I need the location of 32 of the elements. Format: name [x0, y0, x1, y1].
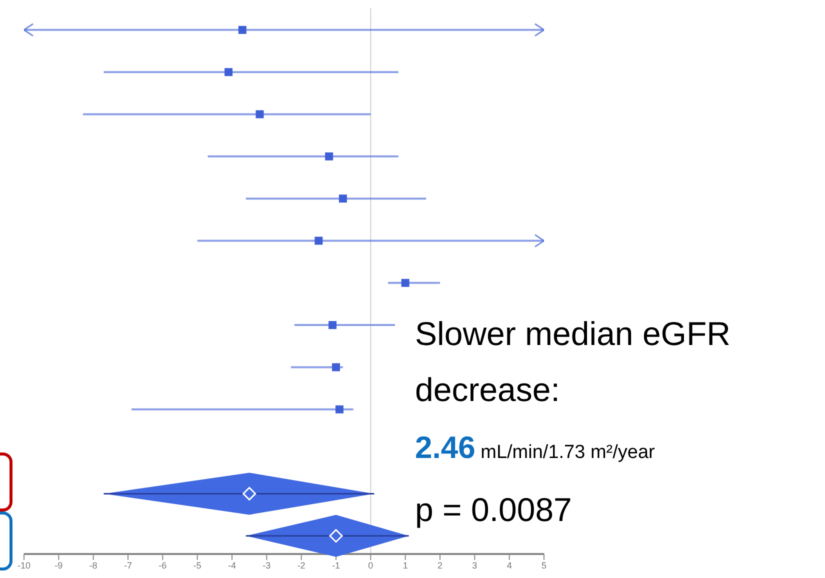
- point: [401, 278, 410, 287]
- point: [224, 68, 233, 76]
- x-tick-label: 3: [472, 560, 478, 570]
- x-tick-label: 5: [541, 560, 547, 570]
- x-tick-label: 1: [402, 560, 408, 570]
- x-tick-label: 2: [437, 560, 443, 570]
- x-tick-label: -7: [124, 560, 132, 570]
- annotation: p = 0.0087: [415, 490, 573, 530]
- point: [332, 363, 340, 372]
- x-tick-label: -3: [262, 560, 271, 570]
- point: [242, 486, 256, 500]
- x-tick-label: -9: [54, 560, 63, 570]
- x-tick-label: 4: [506, 560, 512, 570]
- point: [338, 194, 347, 203]
- x-tick-label: -5: [193, 560, 202, 570]
- x-tick-label: -6: [158, 560, 167, 570]
- point: [256, 110, 264, 118]
- x-tick-label: -10: [17, 560, 31, 570]
- point: [314, 236, 323, 245]
- x-tick-label: 0: [368, 560, 374, 570]
- annotation: 2.46: [415, 430, 476, 465]
- annotation: Slower median eGFR decrease:: [415, 314, 732, 410]
- point: [329, 529, 343, 543]
- point: [238, 26, 246, 34]
- x-tick-label: -4: [228, 560, 236, 570]
- annotation: mL/min/1.73 m²/year: [480, 442, 655, 463]
- x-tick-label: -8: [89, 560, 98, 570]
- x-tick-label: -1: [332, 560, 340, 570]
- x-tick-label: -2: [297, 560, 306, 570]
- point: [335, 405, 344, 414]
- point: [325, 152, 334, 160]
- point: [328, 321, 337, 330]
